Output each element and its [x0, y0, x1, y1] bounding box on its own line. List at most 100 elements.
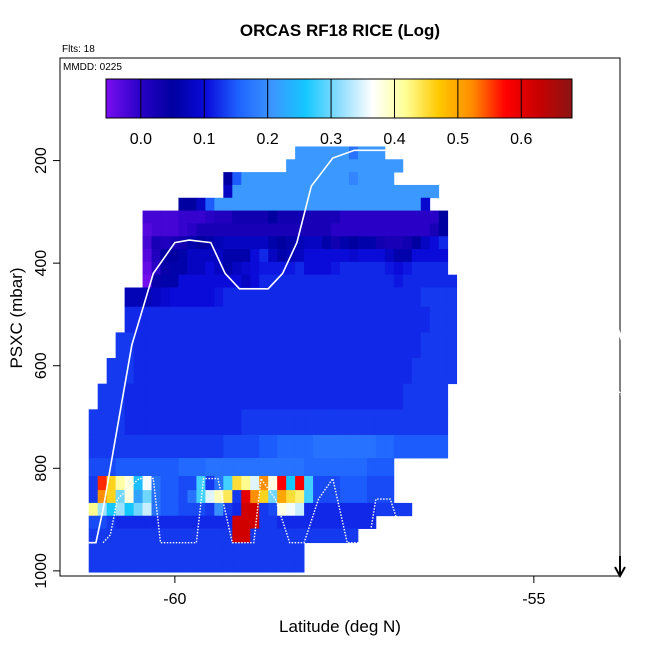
- heatmap-cell: [124, 306, 134, 333]
- heatmap-cell: [384, 210, 395, 224]
- heatmap-cell: [331, 184, 341, 199]
- heatmap-cell: [277, 236, 287, 250]
- heatmap-cell: [366, 434, 377, 459]
- heatmap-cell: [348, 358, 359, 385]
- heatmap-cell: [259, 383, 269, 410]
- heatmap-cell: [178, 236, 188, 250]
- heatmap-cell: [295, 146, 305, 160]
- heatmap-cell: [142, 458, 152, 477]
- heatmap-cell: [322, 383, 332, 410]
- heatmap-cell: [223, 528, 233, 544]
- heatmap-cell: [348, 409, 359, 436]
- heatmap-cell: [340, 210, 350, 224]
- heatmap-cell: [375, 490, 386, 504]
- heatmap-cell: [420, 358, 431, 385]
- heatmap-cell: [160, 558, 170, 573]
- heatmap-cell: [124, 490, 134, 504]
- heatmap-cell: [295, 528, 305, 544]
- heatmap-cell: [393, 249, 404, 263]
- x-tick-label: -55: [522, 591, 545, 608]
- heatmap-cell: [384, 332, 395, 359]
- heatmap-cell: [438, 332, 449, 359]
- heatmap-cell: [348, 515, 359, 529]
- arrow-head: [614, 566, 626, 579]
- heatmap-cell: [411, 261, 422, 276]
- heatmap-cell: [169, 515, 179, 529]
- heatmap-cell: [366, 306, 377, 333]
- heatmap-cell: [295, 358, 305, 385]
- heatmap-cell: [304, 502, 314, 517]
- heatmap-cell: [295, 475, 305, 491]
- heatmap-cell: [348, 146, 359, 160]
- heatmap-cell: [115, 409, 126, 436]
- heatmap-cell: [331, 210, 341, 224]
- heatmap-cell: [304, 475, 314, 491]
- heatmap-cell: [205, 490, 215, 504]
- heatmap-cell: [259, 249, 269, 263]
- heatmap-cell: [393, 274, 404, 288]
- heatmap-cell: [232, 197, 242, 211]
- heatmap-cell: [286, 490, 296, 504]
- heatmap-cell: [106, 358, 117, 385]
- heatmap-cell: [268, 236, 278, 250]
- heatmap-cell: [277, 249, 287, 263]
- heatmap-cell: [277, 274, 287, 288]
- heatmap-cell: [178, 409, 188, 436]
- heatmap-cell: [205, 528, 215, 544]
- heatmap-cell: [375, 434, 386, 459]
- heatmap-cell: [259, 223, 269, 237]
- heatmap-cell: [178, 274, 188, 288]
- heatmap-cell: [384, 223, 395, 237]
- heatmap-cell: [250, 223, 260, 237]
- heatmap-cell: [420, 223, 431, 237]
- flight-tracks: [88, 149, 643, 552]
- heatmap-cell: [232, 332, 242, 359]
- heatmap-cell: [304, 515, 314, 529]
- heatmap-cell: [97, 383, 108, 410]
- heatmap-cell: [169, 358, 179, 385]
- heatmap-cell: [331, 409, 341, 436]
- heatmap-cell: [241, 558, 251, 573]
- heatmap-cell: [286, 383, 296, 410]
- heatmap-cell: [304, 159, 314, 173]
- heatmap-cell: [142, 261, 152, 276]
- heatmap-cell: [151, 287, 161, 308]
- heatmap-cell: [304, 306, 314, 333]
- heatmap-cell: [142, 306, 152, 333]
- heatmap-cell: [187, 287, 197, 308]
- colorbar-gradient: [105, 78, 573, 119]
- heatmap-cell: [357, 332, 368, 359]
- heatmap-cell: [304, 236, 314, 250]
- y-tick-label: 1000: [33, 553, 50, 589]
- heatmap-cell: [259, 197, 269, 211]
- heatmap-cell: [375, 172, 386, 186]
- heatmap-cell: [169, 502, 179, 517]
- heatmap-cell: [331, 528, 341, 544]
- heatmap-cell: [313, 146, 323, 160]
- heatmap-cell: [393, 332, 404, 359]
- heatmap-cell: [277, 306, 287, 333]
- heatmap-cell: [196, 434, 206, 459]
- heatmap-cell: [384, 358, 395, 385]
- heatmap-cell: [366, 287, 377, 308]
- heatmap-cell: [438, 236, 449, 250]
- heatmap-cell: [375, 274, 386, 288]
- heatmap-cell: [205, 409, 215, 436]
- heatmap-cell: [223, 358, 233, 385]
- heatmap-cell: [142, 287, 152, 308]
- heatmap-cell: [384, 197, 395, 211]
- heatmap-cell: [241, 332, 251, 359]
- heatmap-cell: [232, 223, 242, 237]
- heatmap-cell: [402, 249, 413, 263]
- heatmap-cell: [250, 458, 260, 477]
- heatmap-cell: [304, 184, 314, 199]
- heatmap-cell: [178, 332, 188, 359]
- heatmap-cell: [124, 528, 134, 544]
- heatmap-cell: [214, 475, 224, 491]
- heatmap-cell: [160, 223, 170, 237]
- heatmap-cell: [447, 306, 458, 333]
- heatmap-cell: [348, 184, 359, 199]
- heatmap-cell: [366, 274, 377, 288]
- heatmap-cell: [187, 542, 197, 559]
- heatmap-cell: [214, 502, 224, 517]
